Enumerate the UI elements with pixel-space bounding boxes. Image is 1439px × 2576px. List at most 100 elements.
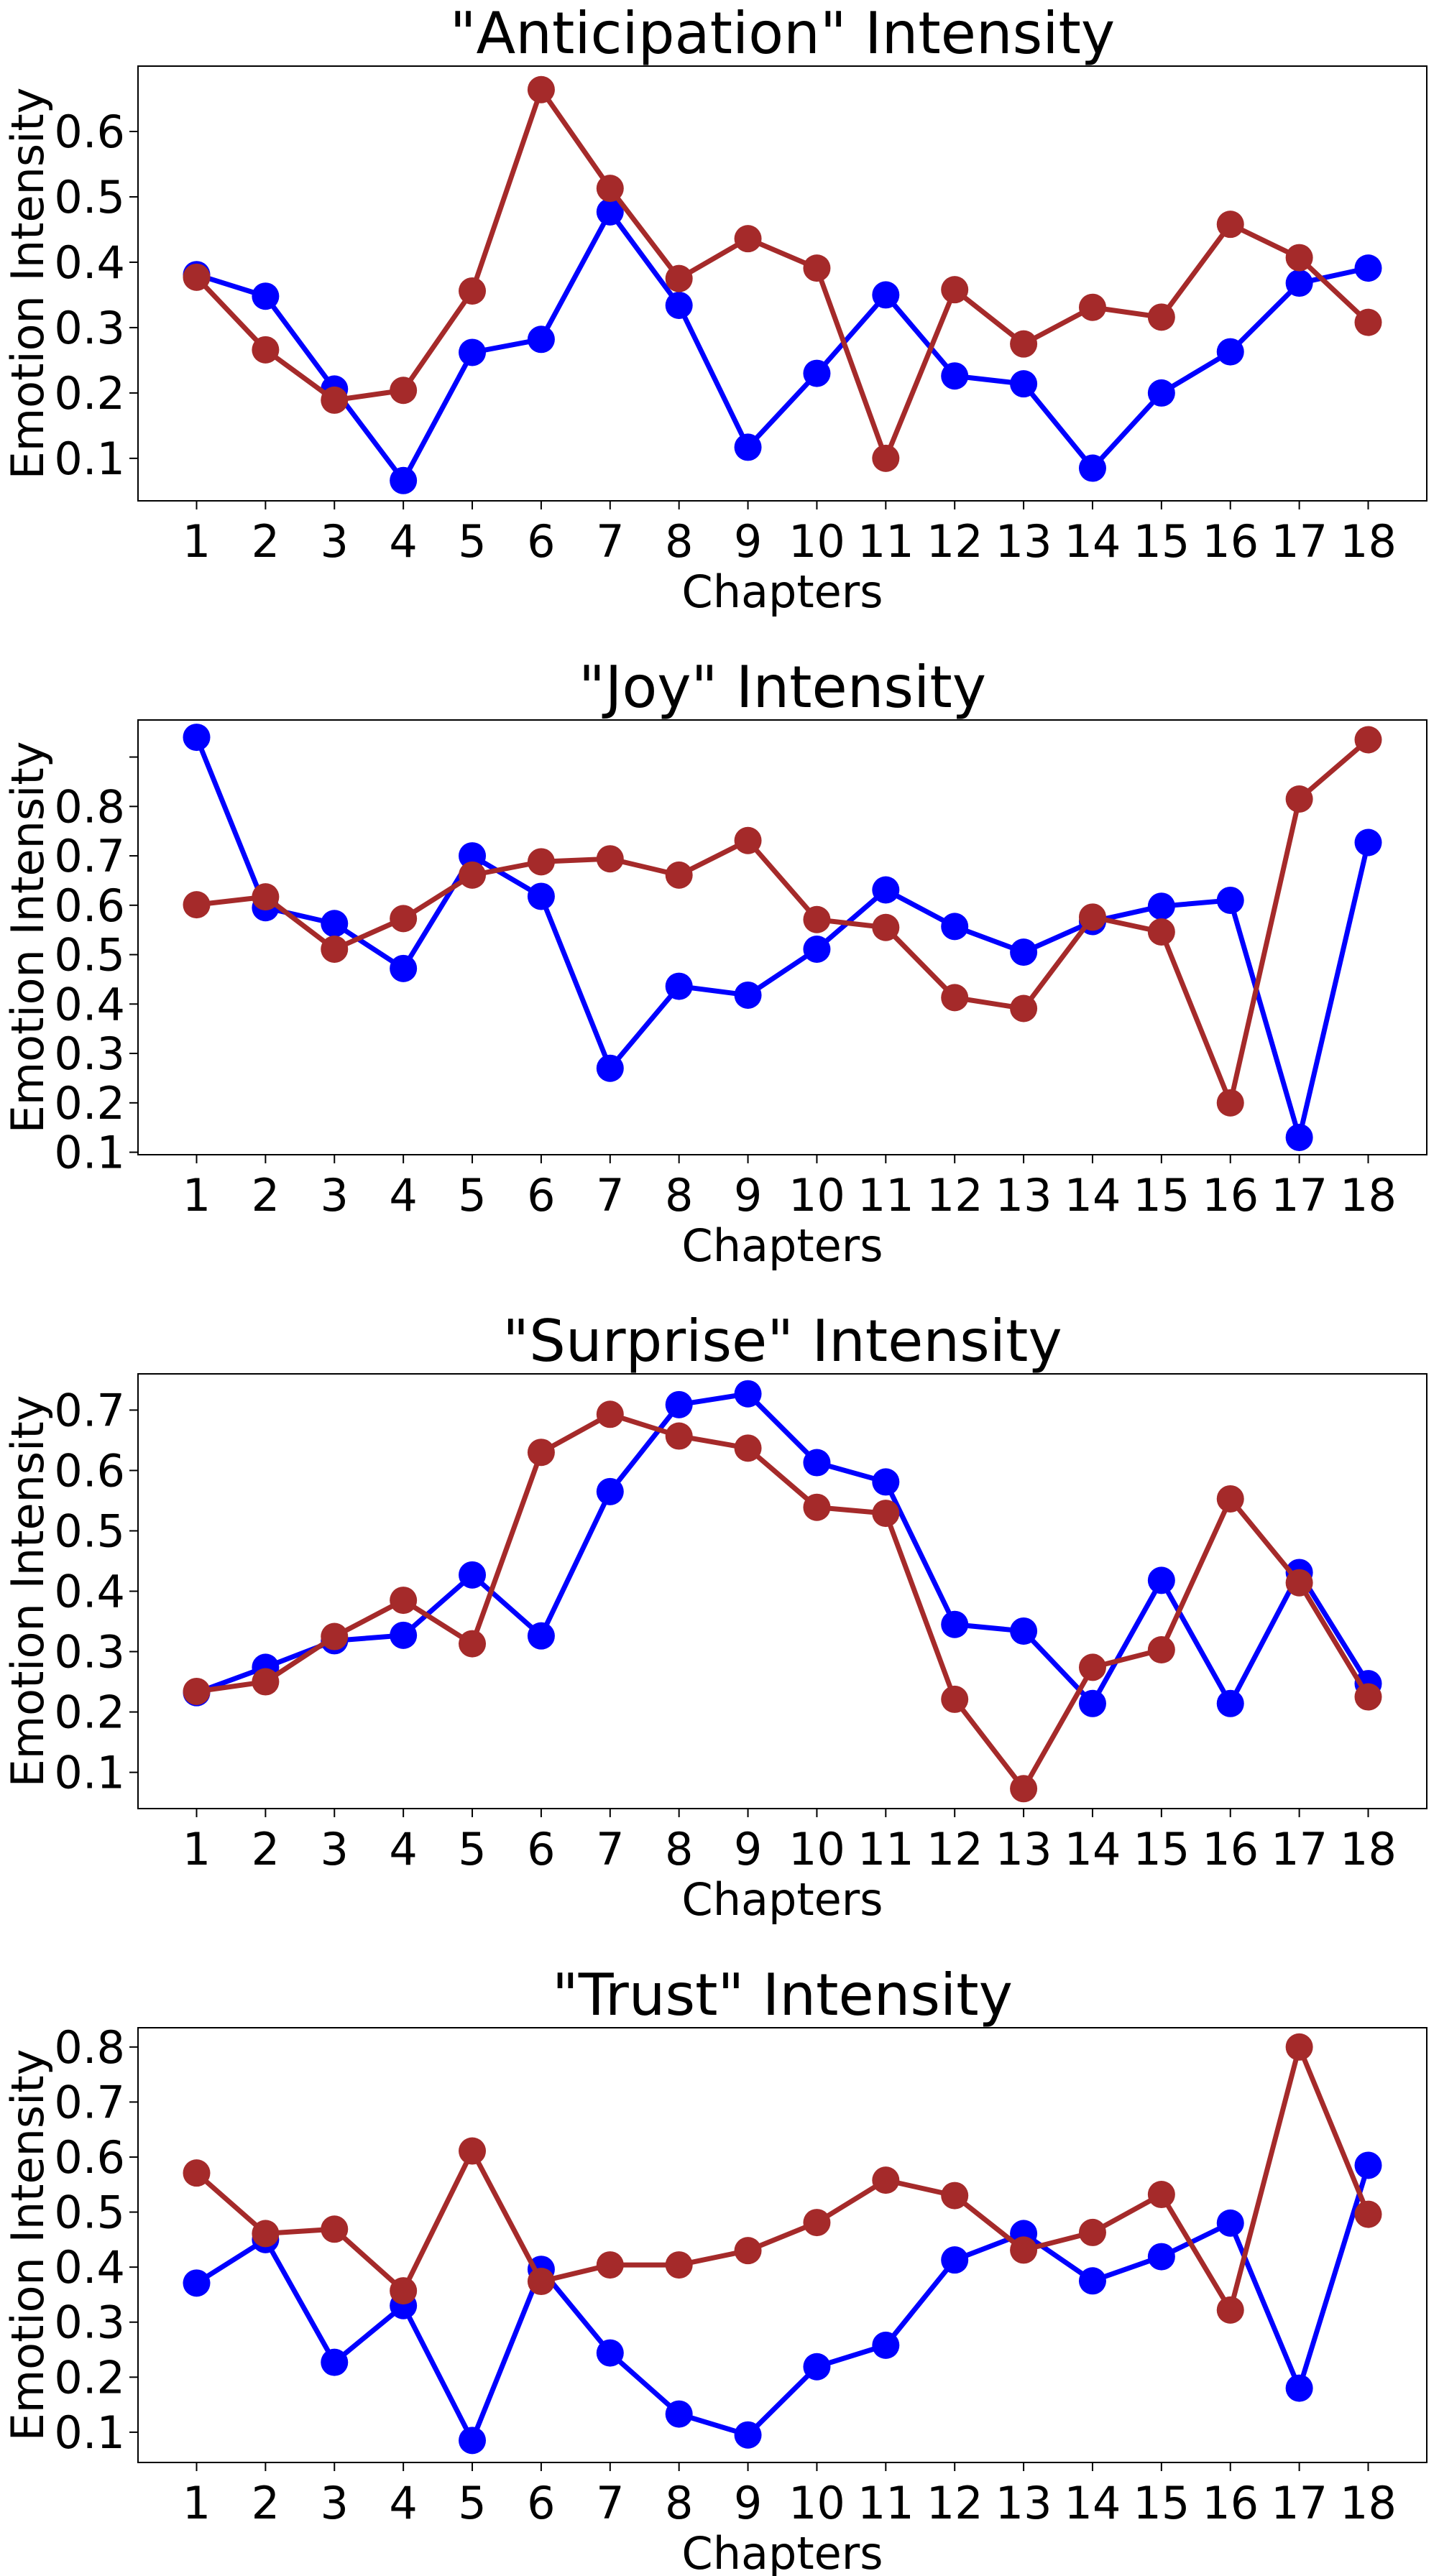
series-line — [195, 2044, 1371, 2313]
x-tick-label: 16 — [1202, 2477, 1259, 2529]
data-point — [872, 1468, 900, 1496]
x-tick-label: 17 — [1271, 515, 1328, 568]
x-tick-label: 12 — [927, 2477, 983, 2529]
x-tick-label: 8 — [665, 2477, 693, 2529]
chart-panel: "Joy" Intensity 0.10.20.30.40.50.60.70.8 1… — [1, 654, 1427, 1272]
x-tick-label: 4 — [389, 2477, 417, 2529]
data-point — [459, 2427, 487, 2455]
data-point — [872, 281, 900, 309]
series-line — [194, 87, 1370, 461]
data-point — [734, 1434, 762, 1462]
y-tick-label: 0.6 — [54, 1444, 125, 1497]
y-tick-label: 0.6 — [54, 106, 125, 158]
data-point — [596, 1054, 624, 1082]
data-point — [803, 2209, 831, 2237]
x-tick-label: 7 — [596, 515, 624, 568]
x-tick-label: 12 — [927, 1823, 983, 1875]
data-point — [390, 466, 418, 494]
data-point — [459, 1561, 487, 1589]
data-point — [803, 2353, 831, 2381]
data-point — [1078, 293, 1106, 321]
y-tick-label: 0.8 — [54, 2021, 125, 2074]
data-point — [872, 444, 900, 472]
chart-panel: "Surprise" Intensity 0.1 0.2 0.3 0.4 0.5 0.6 0.… — [1, 1308, 1427, 1926]
data-point — [803, 936, 831, 963]
x-tick-label: 3 — [321, 1169, 349, 1222]
data-point — [803, 254, 831, 282]
x-tick-label: 11 — [858, 1169, 914, 1222]
data-point — [1216, 211, 1244, 239]
data-point — [1010, 1775, 1038, 1803]
data-point — [1354, 2151, 1382, 2179]
y-tick-label: 0.1 — [54, 1127, 125, 1179]
data-point — [390, 2277, 418, 2305]
data-point — [596, 1400, 624, 1428]
data-point — [252, 1668, 280, 1696]
data-point — [321, 1622, 349, 1651]
y-tick-label: 0.3 — [54, 302, 125, 354]
data-point — [734, 2237, 762, 2265]
x-tick-label: 7 — [596, 1169, 624, 1222]
data-point — [872, 2166, 900, 2194]
data-point — [252, 336, 280, 364]
data-point — [665, 861, 693, 889]
x-tick-label: 8 — [665, 515, 693, 568]
data-point — [1216, 1689, 1244, 1717]
data-point — [321, 936, 349, 963]
data-point — [1147, 2181, 1175, 2209]
data-point — [872, 913, 900, 941]
data-point — [941, 2246, 969, 2274]
y-axis-label: Emotion Intensity — [1, 88, 54, 480]
data-point — [596, 1477, 624, 1505]
data-point — [803, 1449, 831, 1477]
data-point — [390, 954, 418, 982]
x-tick-label: 18 — [1340, 1823, 1397, 1875]
x-tick-label: 14 — [1065, 1169, 1121, 1222]
y-tick-label: 0.5 — [54, 2187, 125, 2239]
y-tick-label: 0.4 — [54, 236, 125, 289]
y-tick-label: 0.2 — [54, 2351, 125, 2404]
data-point — [1285, 1123, 1313, 1151]
y-tick-label: 0.3 — [54, 1028, 125, 1080]
data-point — [1147, 918, 1175, 946]
data-point — [665, 1390, 693, 1418]
data-point — [527, 2268, 555, 2296]
x-tick-label: 4 — [389, 515, 417, 568]
data-point — [1216, 2209, 1244, 2237]
data-point — [1078, 1653, 1106, 1681]
y-tick-label: 0.5 — [54, 171, 125, 223]
data-point — [1354, 1683, 1382, 1711]
x-tick-label: 2 — [252, 1169, 280, 1222]
data-point — [665, 1422, 693, 1450]
data-point — [941, 362, 969, 390]
data-point — [321, 2215, 349, 2243]
x-tick-label: 1 — [183, 1169, 211, 1222]
x-tick-label: 3 — [321, 1823, 349, 1875]
x-tick-label: 15 — [1133, 1169, 1190, 1222]
x-tick-label: 6 — [527, 515, 555, 568]
y-axis-label: Emotion Intensity — [1, 742, 54, 1134]
x-tick-label: 9 — [734, 515, 762, 568]
series-line — [194, 736, 1371, 1140]
data-point — [872, 876, 900, 904]
data-point — [183, 891, 211, 919]
y-tick-label: 0.1 — [54, 433, 125, 485]
x-tick-label: 15 — [1133, 515, 1190, 568]
x-tick-label: 9 — [734, 2477, 762, 2529]
x-axis-label: Chapters — [681, 2527, 883, 2576]
chart-panel: "Trust" Intensity 0.10.20.30.40.50.60.70.… — [1, 1962, 1427, 2576]
data-point — [941, 1610, 969, 1638]
y-tick-label: 0.7 — [54, 830, 125, 882]
x-tick-label: 5 — [458, 515, 486, 568]
data-point — [1285, 269, 1313, 297]
series-line — [196, 1391, 1371, 1707]
data-point — [596, 2339, 624, 2367]
plot-area-frame — [137, 65, 1427, 502]
y-axis-label: Emotion Intensity — [1, 2049, 54, 2442]
data-point — [321, 910, 349, 938]
data-point — [1285, 1569, 1313, 1597]
data-point — [665, 264, 693, 292]
y-tick-label: 0.7 — [54, 2076, 125, 2128]
data-point — [527, 1439, 555, 1467]
data-point — [1147, 892, 1175, 920]
